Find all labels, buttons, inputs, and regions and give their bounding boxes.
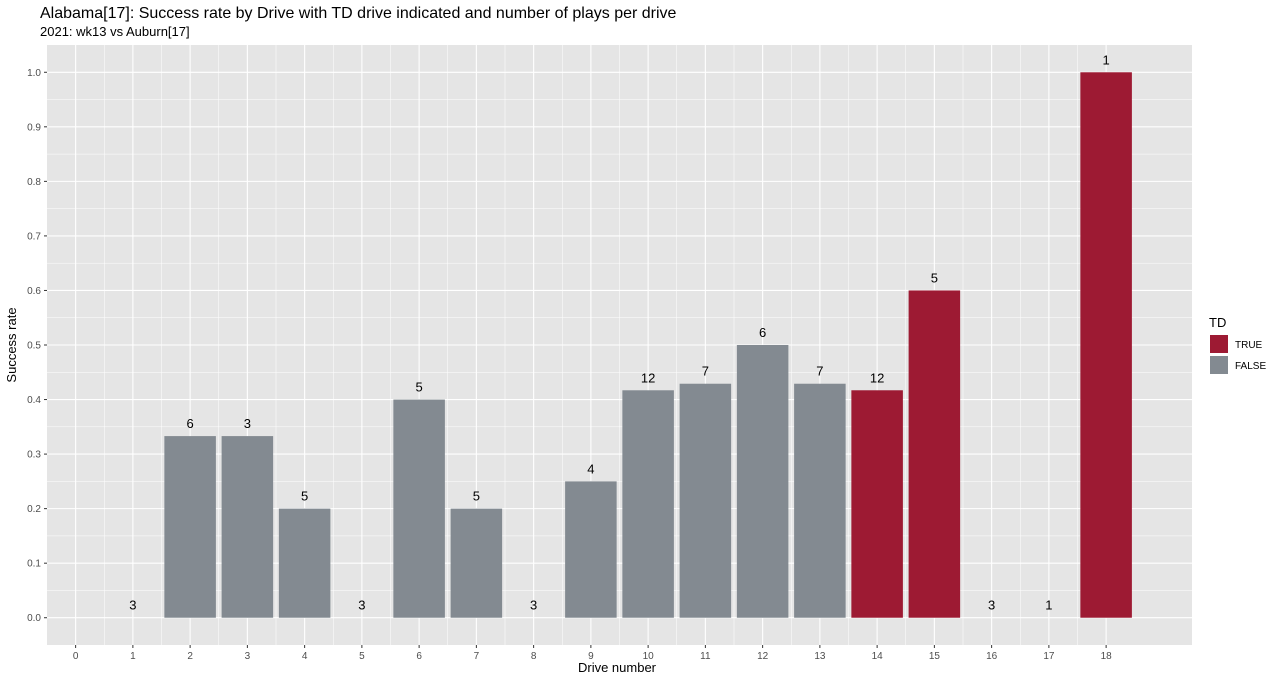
x-tick-label: 9 — [588, 651, 594, 662]
x-tick-label: 13 — [814, 651, 826, 662]
bar-drive-14 — [851, 390, 903, 618]
bar-label-drive-9: 4 — [587, 461, 594, 476]
bar-drive-13 — [794, 383, 846, 618]
x-tick-label: 11 — [700, 651, 711, 662]
x-axis-ticks: 0 1 2 3 4 5 6 7 8 9 10 11 12 13 14 15 16 17 18 — [73, 645, 1112, 662]
bar-drive-7 — [450, 508, 503, 618]
x-tick-label: 7 — [474, 651, 480, 662]
y-tick-label: 0.2 — [27, 504, 41, 515]
bar-label-drive-5: 3 — [358, 598, 365, 613]
bar-label-drive-14: 12 — [870, 370, 884, 385]
bar-drive-15 — [908, 290, 961, 618]
grid-lines — [47, 45, 1192, 645]
bar-drive-11 — [679, 383, 732, 618]
x-tick-label: 15 — [929, 651, 941, 662]
bar-label-drive-17: 1 — [1045, 598, 1052, 613]
y-axis-title: Success rate — [4, 307, 19, 382]
y-tick-label: 0.4 — [27, 395, 41, 406]
y-tick-label: 1.0 — [27, 68, 41, 79]
bar-label-drive-1: 3 — [129, 598, 136, 613]
x-tick-label: 2 — [187, 651, 193, 662]
legend-swatch-true — [1210, 335, 1228, 353]
bar-label-drive-11: 7 — [702, 364, 709, 379]
bar-drive-4 — [278, 508, 331, 618]
x-tick-label: 4 — [302, 651, 308, 662]
bar-drive-18 — [1080, 72, 1132, 618]
bar-label-drive-7: 5 — [473, 489, 480, 504]
x-tick-label: 10 — [643, 651, 655, 662]
bar-label-drive-18: 1 — [1103, 52, 1110, 67]
x-axis-title: Drive number — [578, 660, 657, 675]
y-axis-ticks: 0.0 0.1 0.2 0.3 0.4 0.5 0.6 0.7 0.8 0.9 1.0 — [27, 68, 47, 624]
x-tick-label: 0 — [73, 651, 79, 662]
x-tick-label: 1 — [130, 651, 136, 662]
legend-swatch-false — [1210, 356, 1228, 374]
y-tick-label: 0.9 — [27, 122, 41, 133]
x-tick-label: 16 — [986, 651, 998, 662]
y-tick-label: 0.1 — [27, 559, 41, 570]
bar-labels: 3 6 3 5 3 5 5 3 4 12 7 6 7 12 5 3 1 1 — [129, 52, 1109, 612]
legend-label-false: FALSE — [1235, 361, 1266, 372]
bar-label-drive-6: 5 — [416, 380, 423, 395]
y-tick-label: 0.7 — [27, 231, 41, 242]
x-tick-label: 12 — [757, 651, 769, 662]
bar-label-drive-16: 3 — [988, 598, 995, 613]
x-tick-label: 6 — [416, 651, 422, 662]
x-tick-label: 14 — [872, 651, 884, 662]
bar-label-drive-15: 5 — [931, 270, 938, 285]
bar-label-drive-2: 6 — [187, 416, 194, 431]
bar-drive-10 — [622, 390, 674, 618]
bars — [164, 72, 1132, 618]
y-tick-label: 0.3 — [27, 450, 41, 461]
y-tick-label: 0.0 — [27, 613, 41, 624]
bar-drive-9 — [565, 481, 617, 618]
bar-label-drive-10: 12 — [641, 370, 655, 385]
x-tick-label: 5 — [359, 651, 365, 662]
bar-drive-12 — [736, 345, 789, 618]
x-tick-label: 3 — [245, 651, 251, 662]
bar-drive-6 — [393, 399, 445, 618]
y-tick-label: 0.8 — [27, 177, 41, 188]
bar-label-drive-4: 5 — [301, 489, 308, 504]
x-tick-label: 18 — [1101, 651, 1113, 662]
bar-label-drive-3: 3 — [244, 416, 251, 431]
chart-subtitle: 2021: wk13 vs Auburn[17] — [40, 24, 190, 39]
bar-label-drive-8: 3 — [530, 598, 537, 613]
legend-label-true: TRUE — [1235, 340, 1263, 351]
bar-drive-3 — [221, 436, 274, 618]
x-tick-label: 17 — [1043, 651, 1055, 662]
bar-label-drive-12: 6 — [759, 325, 766, 340]
bar-drive-2 — [164, 436, 216, 618]
x-tick-label: 8 — [531, 651, 537, 662]
legend-title: TD — [1209, 315, 1226, 330]
legend: TD TRUE FALSE — [1209, 315, 1266, 374]
bar-label-drive-13: 7 — [816, 364, 823, 379]
y-tick-label: 0.6 — [27, 286, 41, 297]
chart-title: Alabama[17]: Success rate by Drive with … — [40, 5, 677, 22]
y-tick-label: 0.5 — [27, 341, 41, 352]
